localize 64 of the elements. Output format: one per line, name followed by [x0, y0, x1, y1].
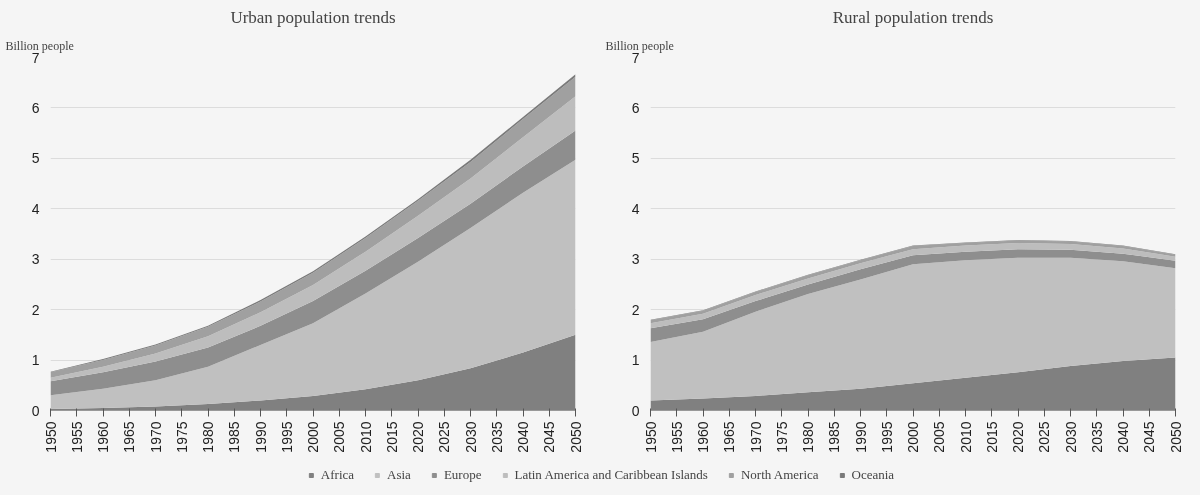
- x-tick-label: 1985: [826, 421, 843, 453]
- y-tick-label: 1: [631, 352, 640, 369]
- x-tick-label: 1950: [42, 421, 59, 453]
- x-tick-label: 2000: [305, 421, 321, 453]
- legend-label: Asia: [387, 467, 411, 483]
- y-tick-label: 2: [631, 301, 640, 318]
- y-tick-label: 5: [31, 150, 40, 167]
- x-tick-label: 1950: [642, 421, 659, 453]
- x-tick-label: 2020: [1010, 421, 1026, 453]
- x-tick-label: 1990: [852, 421, 869, 453]
- x-tick-label: 1965: [121, 421, 138, 453]
- x-tick-label: 1975: [173, 421, 190, 453]
- x-tick-label: 2025: [436, 421, 453, 453]
- x-tick-label: 1990: [252, 421, 269, 453]
- x-tick-label: 2005: [331, 421, 348, 453]
- legend-label: Oceania: [851, 467, 895, 483]
- x-tick-label: 2005: [931, 421, 948, 453]
- x-tick-label: 1955: [668, 421, 685, 453]
- x-tick-label: 2025: [1036, 421, 1053, 453]
- x-tick-label: 2030: [1062, 421, 1079, 453]
- x-tick-label: 2035: [1088, 421, 1105, 453]
- x-tick-label: 2020: [410, 421, 426, 453]
- x-tick-label: 2050: [567, 421, 584, 453]
- x-tick-label: 1955: [68, 421, 85, 453]
- y-tick-label: 5: [631, 150, 640, 167]
- x-tick-label: 1985: [226, 421, 243, 453]
- x-tick-label: 2045: [541, 421, 558, 453]
- y-tick-label: 4: [31, 200, 40, 217]
- y-tick-label: 1: [31, 352, 40, 369]
- x-tick-label: 2010: [957, 421, 974, 453]
- y-tick-label: 6: [31, 99, 40, 116]
- y-tick-label: 0: [631, 402, 640, 419]
- x-tick-label: 1970: [747, 421, 764, 453]
- x-tick-label: 1965: [721, 421, 738, 453]
- x-tick-label: 2010: [357, 421, 374, 453]
- x-tick-label: 1975: [773, 421, 790, 453]
- x-tick-label: 2040: [515, 421, 531, 453]
- y-tick-label: 3: [631, 251, 640, 268]
- y-tick-label: 4: [631, 200, 640, 217]
- x-tick-label: 2040: [1115, 421, 1131, 453]
- x-tick-label: 2015: [983, 421, 1000, 453]
- x-tick-label: 2050: [1167, 421, 1184, 453]
- x-tick-label: 2045: [1141, 421, 1158, 453]
- chart-title: Rural population trends: [832, 7, 994, 27]
- y-tick-label: 6: [631, 99, 640, 116]
- x-tick-label: 1960: [695, 421, 711, 453]
- legend-label: Africa: [320, 467, 355, 483]
- x-tick-label: 1960: [95, 421, 111, 453]
- x-tick-label: 1995: [278, 421, 295, 453]
- legend-label: Latin America and Caribbean Islands: [514, 467, 708, 483]
- legend-label: North America: [740, 467, 819, 483]
- x-tick-label: 1970: [147, 421, 164, 453]
- x-tick-label: 2015: [383, 421, 400, 453]
- x-tick-label: 2030: [462, 421, 479, 453]
- x-tick-label: 1980: [200, 421, 216, 453]
- y-tick-label: 0: [31, 402, 40, 419]
- x-tick-label: 1995: [878, 421, 895, 453]
- x-tick-label: 2035: [488, 421, 505, 453]
- x-tick-label: 2000: [905, 421, 921, 453]
- y-tick-label: 3: [31, 251, 40, 268]
- chart-title: Urban population trends: [230, 7, 396, 27]
- y-tick-label: 2: [31, 301, 40, 318]
- x-tick-label: 1980: [800, 421, 816, 453]
- legend-label: Europe: [443, 467, 482, 483]
